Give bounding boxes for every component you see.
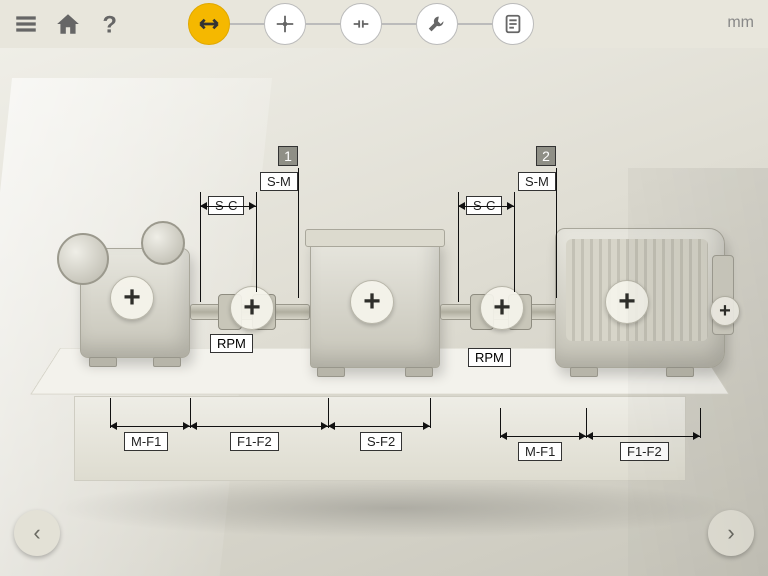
step-adjust[interactable] bbox=[416, 3, 458, 45]
toolbar-left-group: ? bbox=[8, 6, 128, 42]
step-connector bbox=[382, 23, 416, 25]
add-marker-motor[interactable]: + bbox=[605, 280, 649, 324]
step-report[interactable] bbox=[492, 3, 534, 45]
unit-label: mm bbox=[727, 14, 754, 32]
scene-3d[interactable]: + + + + + + 1 S-M S-C RPM M-F1 F1-F2 S-F… bbox=[0, 48, 768, 576]
help-icon: ? bbox=[97, 11, 123, 37]
add-marker-coupling-1[interactable]: + bbox=[230, 286, 274, 330]
machine-motor bbox=[555, 228, 725, 368]
dim-rpm-1[interactable]: RPM bbox=[210, 334, 253, 353]
add-marker-motor-end[interactable]: + bbox=[710, 296, 740, 326]
coupling-center-icon bbox=[274, 13, 296, 35]
add-marker-gearbox[interactable]: + bbox=[350, 280, 394, 324]
step-connector bbox=[458, 23, 492, 25]
dim-sf2-1[interactable]: S-F2 bbox=[360, 432, 402, 451]
dim-f1f2-2[interactable]: F1-F2 bbox=[620, 442, 669, 461]
step-indicator bbox=[188, 3, 534, 45]
dim-mf1-1[interactable]: M-F1 bbox=[124, 432, 168, 451]
home-button[interactable] bbox=[50, 6, 86, 42]
step-measure[interactable] bbox=[340, 3, 382, 45]
dim-mf1-2[interactable]: M-F1 bbox=[518, 442, 562, 461]
step-connector bbox=[230, 23, 264, 25]
dim-sm-2[interactable]: S-M bbox=[518, 172, 556, 191]
dim-f1f2-1[interactable]: F1-F2 bbox=[230, 432, 279, 451]
nav-prev-button[interactable]: ‹ bbox=[14, 510, 60, 556]
step-dimensions[interactable] bbox=[188, 3, 230, 45]
add-marker-pump[interactable]: + bbox=[110, 276, 154, 320]
chevron-right-icon: › bbox=[727, 520, 734, 546]
coupling-number-2: 2 bbox=[536, 146, 556, 166]
measure-icon bbox=[350, 13, 372, 35]
nav-next-button[interactable]: › bbox=[708, 510, 754, 556]
menu-icon bbox=[13, 11, 39, 37]
home-icon bbox=[55, 11, 81, 37]
dimensions-icon bbox=[196, 11, 222, 37]
pedestal bbox=[60, 348, 700, 508]
add-marker-coupling-2[interactable]: + bbox=[480, 286, 524, 330]
help-button[interactable]: ? bbox=[92, 6, 128, 42]
dim-rpm-2[interactable]: RPM bbox=[468, 348, 511, 367]
step-connector bbox=[306, 23, 340, 25]
menu-button[interactable] bbox=[8, 6, 44, 42]
step-coupling[interactable] bbox=[264, 3, 306, 45]
chevron-left-icon: ‹ bbox=[33, 520, 40, 546]
svg-text:?: ? bbox=[102, 12, 117, 37]
dim-sm-1[interactable]: S-M bbox=[260, 172, 298, 191]
report-icon bbox=[502, 13, 524, 35]
toolbar: ? mm bbox=[0, 0, 768, 48]
wrench-icon bbox=[426, 13, 448, 35]
coupling-number-1: 1 bbox=[278, 146, 298, 166]
